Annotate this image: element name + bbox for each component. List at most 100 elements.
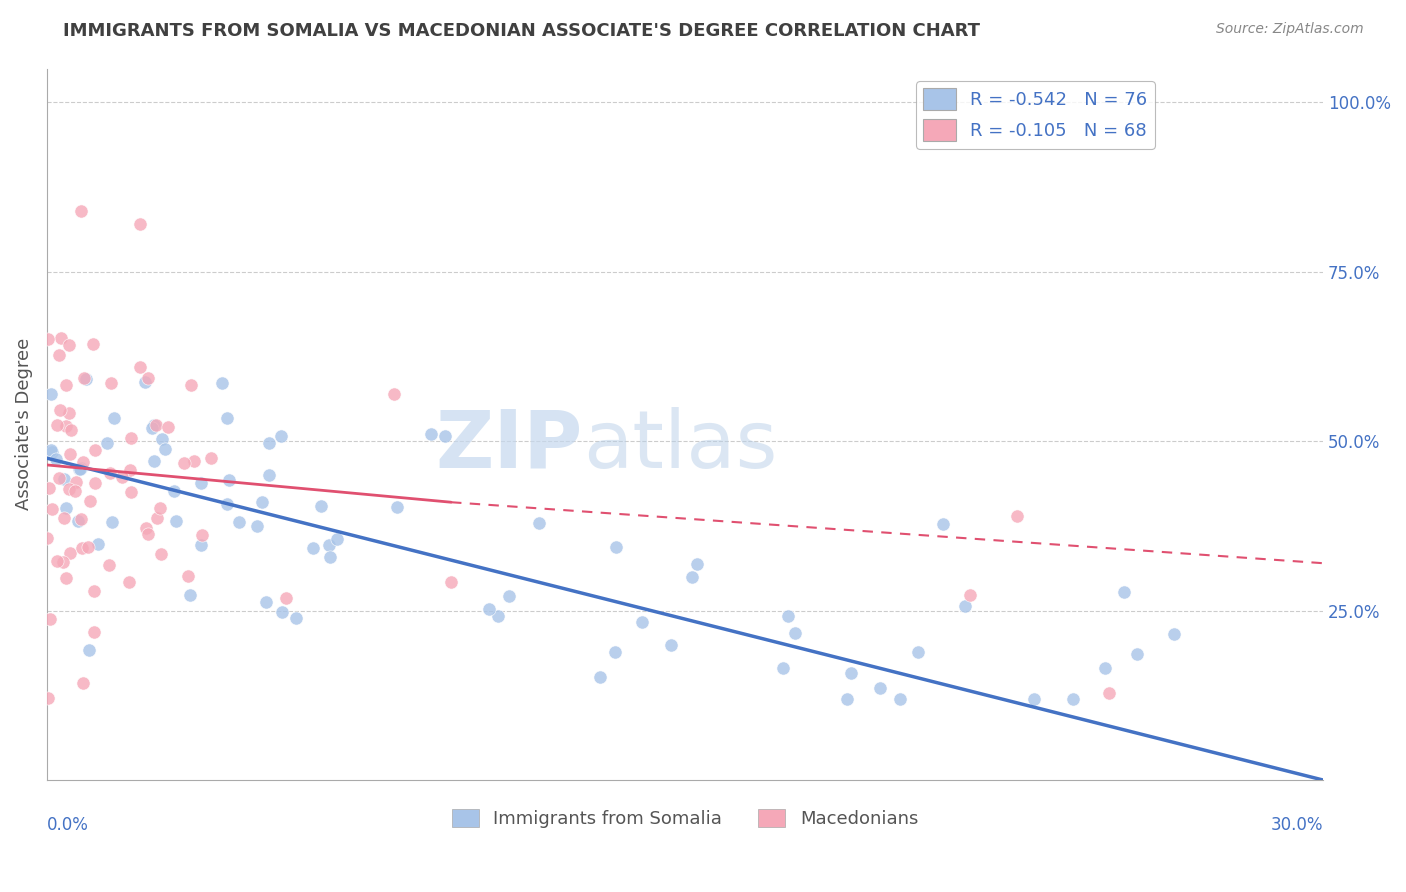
Point	[200, 451, 222, 466]
Point	[48, 471, 70, 485]
Point	[250, 495, 273, 509]
Point	[100, 376, 122, 390]
Point	[150, 432, 173, 446]
Point	[285, 610, 308, 624]
Point	[498, 589, 520, 603]
Point	[53, 511, 76, 525]
Point	[39, 612, 62, 626]
Point	[488, 609, 510, 624]
Point	[783, 626, 806, 640]
Point	[932, 517, 955, 532]
Point	[120, 432, 142, 446]
Point	[478, 601, 501, 615]
Point	[163, 484, 186, 499]
Point	[67, 514, 90, 528]
Point	[254, 595, 277, 609]
Point	[907, 645, 929, 659]
Point	[191, 528, 214, 542]
Point	[270, 428, 292, 442]
Point	[180, 378, 202, 392]
Point	[48, 348, 70, 362]
Point	[179, 588, 201, 602]
Point	[55, 501, 77, 516]
Point	[134, 375, 156, 389]
Point	[59, 447, 82, 461]
Point	[146, 511, 169, 525]
Text: IMMIGRANTS FROM SOMALIA VS MACEDONIAN ASSOCIATE'S DEGREE CORRELATION CHART: IMMIGRANTS FROM SOMALIA VS MACEDONIAN AS…	[63, 22, 980, 40]
Point	[135, 521, 157, 535]
Point	[1094, 660, 1116, 674]
Point	[96, 435, 118, 450]
Point	[58, 482, 80, 496]
Point	[72, 541, 94, 556]
Point	[271, 605, 294, 619]
Point	[869, 681, 891, 695]
Point	[661, 638, 683, 652]
Point	[129, 218, 152, 232]
Point	[686, 557, 709, 571]
Text: 0.0%: 0.0%	[46, 815, 89, 834]
Point	[889, 691, 911, 706]
Point	[149, 501, 172, 516]
Point	[76, 540, 98, 554]
Point	[70, 461, 93, 475]
Point	[98, 466, 121, 480]
Point	[382, 387, 405, 401]
Point	[87, 537, 110, 551]
Point	[49, 331, 72, 345]
Point	[274, 591, 297, 605]
Point	[52, 556, 75, 570]
Point	[69, 512, 91, 526]
Point	[97, 558, 120, 573]
Point	[72, 454, 94, 468]
Point	[103, 410, 125, 425]
Point	[75, 372, 97, 386]
Point	[953, 599, 976, 613]
Point	[165, 514, 187, 528]
Point	[776, 608, 799, 623]
Point	[73, 371, 96, 385]
Point	[145, 417, 167, 432]
Point	[419, 426, 441, 441]
Point	[41, 502, 63, 516]
Point	[111, 470, 134, 484]
Point	[55, 377, 77, 392]
Point	[1022, 691, 1045, 706]
Text: Source: ZipAtlas.com: Source: ZipAtlas.com	[1216, 22, 1364, 37]
Point	[35, 531, 58, 545]
Point	[136, 527, 159, 541]
Point	[63, 484, 86, 499]
Point	[173, 456, 195, 470]
Point	[60, 423, 83, 437]
Point	[58, 406, 80, 420]
Point	[45, 418, 67, 433]
Point	[59, 545, 82, 559]
Legend: R = -0.542   N = 76, R = -0.105   N = 68: R = -0.542 N = 76, R = -0.105 N = 68	[917, 81, 1154, 149]
Point	[183, 454, 205, 468]
Point	[217, 497, 239, 511]
Point	[772, 661, 794, 675]
Point	[1062, 691, 1084, 706]
Point	[84, 475, 107, 490]
Point	[1163, 627, 1185, 641]
Point	[218, 473, 240, 487]
Point	[1112, 584, 1135, 599]
Point	[41, 445, 63, 459]
Point	[246, 519, 269, 533]
Point	[176, 569, 198, 583]
Point	[156, 420, 179, 434]
Point	[70, 203, 93, 218]
Point	[58, 338, 80, 352]
Point	[631, 615, 654, 629]
Point	[589, 669, 612, 683]
Point	[38, 481, 60, 495]
Text: ZIP: ZIP	[436, 407, 583, 484]
Point	[959, 588, 981, 602]
Point	[527, 516, 550, 531]
Point	[603, 645, 626, 659]
Point	[129, 360, 152, 375]
Point	[440, 575, 463, 590]
Point	[434, 429, 457, 443]
Point	[217, 411, 239, 425]
Point	[1126, 647, 1149, 661]
